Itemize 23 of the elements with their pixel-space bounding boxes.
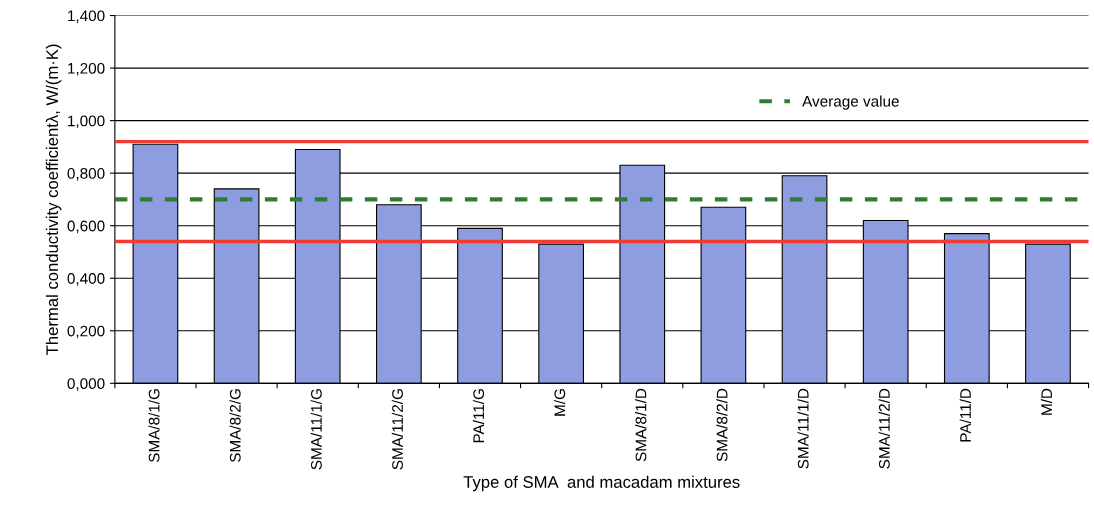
y-axis-title: Thermal conductivity coefficientλ, W/(m·K) bbox=[45, 44, 62, 355]
legend-label: Average value bbox=[802, 95, 899, 110]
y-tick-label: 0,000 bbox=[67, 378, 105, 391]
x-tick-label: SMA/8/2/G bbox=[229, 389, 241, 463]
y-tick-label: 0,600 bbox=[67, 220, 105, 234]
x-tick-label: SMA/11/1/D bbox=[797, 388, 809, 469]
y-tick-label: 0,200 bbox=[67, 325, 105, 339]
x-tick-label: M/D bbox=[1040, 388, 1053, 415]
x-tick-label: SMA/11/2/D bbox=[878, 388, 890, 469]
x-tick-label: SMA/8/2/D bbox=[716, 388, 728, 462]
y-tick-label: 0,400 bbox=[67, 273, 105, 286]
x-tick-label: PA/11/G bbox=[472, 389, 485, 443]
y-tick-label: 0,800 bbox=[67, 168, 105, 181]
x-tick-label: SMA/8/1/D bbox=[635, 388, 647, 462]
x-tick-label: M/G bbox=[554, 389, 566, 416]
x-tick-label: PA/11/D bbox=[959, 388, 971, 442]
x-tick-label: SMA/11/2/G bbox=[391, 389, 403, 470]
y-tick-label: 1,000 bbox=[68, 115, 105, 129]
x-axis-title: Type of SMA and macadam mixtures bbox=[463, 475, 740, 492]
y-tick-label: 1,400 bbox=[68, 10, 105, 24]
x-tick-label: SMA/11/1/G bbox=[310, 389, 322, 470]
y-tick-label: 1,200 bbox=[68, 62, 105, 76]
x-tick-label: SMA/8/1/G bbox=[148, 389, 160, 463]
